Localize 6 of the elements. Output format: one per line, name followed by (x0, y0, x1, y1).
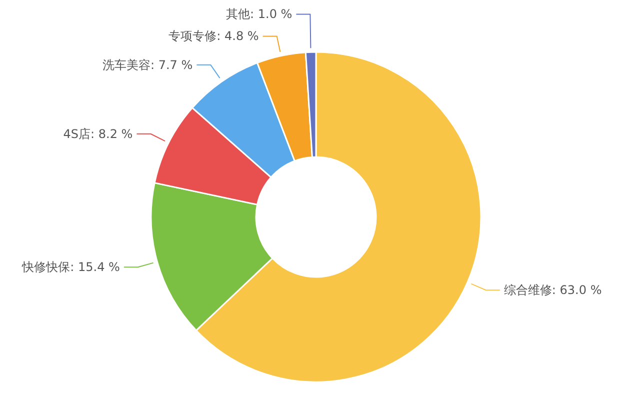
slice-label: 专项专修: 4.8 % (168, 29, 259, 44)
slice-label: 其他: 1.0 % (226, 7, 292, 22)
slice-label: 快修快保: 15.4 % (21, 260, 120, 274)
slice-label: 综合维修: 63.0 % (504, 283, 602, 298)
slice-label: 洗车美容: 7.7 % (102, 58, 193, 72)
slice-label: 4S店: 8.2 % (63, 126, 133, 141)
